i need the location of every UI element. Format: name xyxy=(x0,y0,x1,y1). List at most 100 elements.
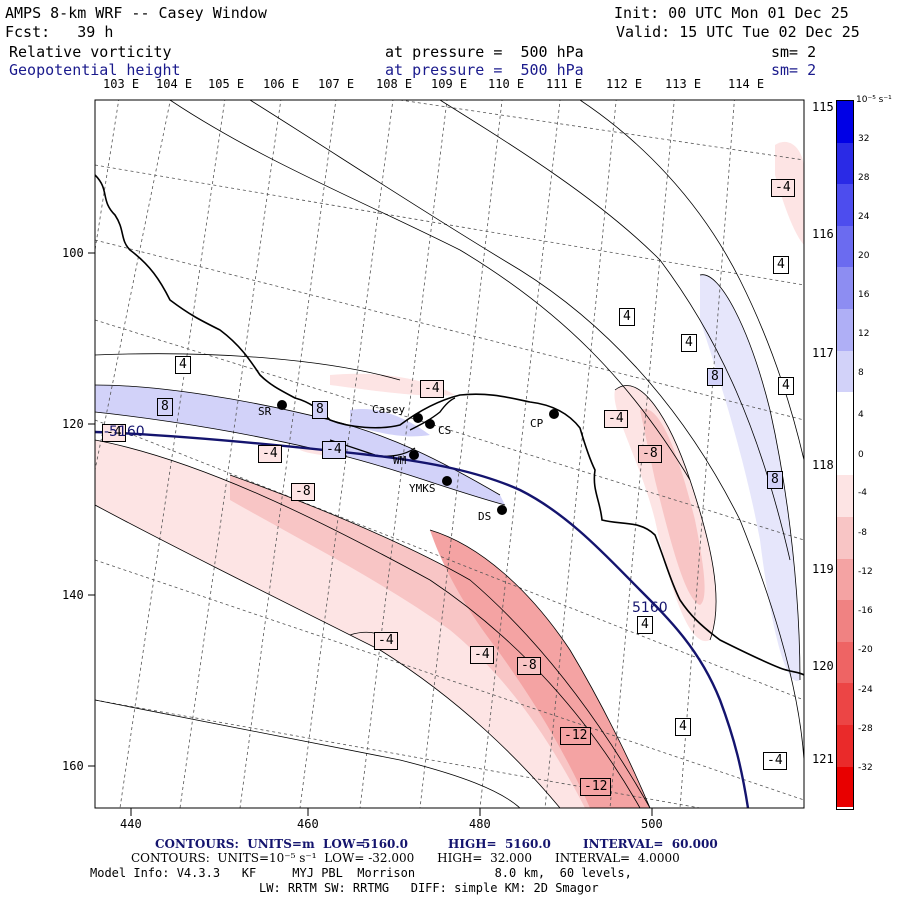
colorbar-label: 20 xyxy=(858,251,870,261)
contour-label: 4 xyxy=(619,308,635,327)
colorbar-label: 28 xyxy=(858,173,870,183)
x-tick-label: 480 xyxy=(469,817,491,831)
coastline xyxy=(95,174,804,676)
colorbar-label: 8 xyxy=(858,368,864,378)
colorbar-label: 24 xyxy=(858,212,870,222)
y-tick-label: 120 xyxy=(62,417,84,431)
contours-height-prefix: CONTOURS: UNITS=m LOW= xyxy=(155,837,366,851)
colorbar-label: 32 xyxy=(858,134,870,144)
lon-label-top: 113 E xyxy=(665,77,702,91)
station-label-cs: CS xyxy=(438,424,452,437)
colorbar-segment xyxy=(837,683,853,725)
lon-label-top: 107 E xyxy=(318,77,355,91)
contour-label: -12 xyxy=(580,778,612,797)
lon-label-top: 111 E xyxy=(546,77,583,91)
station-dot-cs xyxy=(425,419,435,429)
colorbar-units: 10⁻⁵ s⁻¹ xyxy=(856,95,892,105)
init-time: Init: 00 UTC Mon 01 Dec 25 xyxy=(614,4,849,22)
colorbar-label: 12 xyxy=(858,329,870,339)
colorbar-segment xyxy=(837,641,853,684)
station-label-cp: CP xyxy=(530,417,544,430)
colorbar-label: -16 xyxy=(858,606,873,616)
lon-label-top: 105 E xyxy=(208,77,245,91)
colorbar-segment xyxy=(837,308,853,351)
station-dot-ymks xyxy=(442,476,452,486)
colorbar-label: -24 xyxy=(858,685,873,695)
height-contour-5160 xyxy=(95,430,750,808)
station-dot-cp xyxy=(549,409,559,419)
colorbar-segment xyxy=(837,101,853,143)
colorbar-label: -28 xyxy=(858,724,873,734)
station-label-casey: Casey xyxy=(372,403,406,416)
model-info: Model Info: V4.3.3 KF MYJ PBL Morrison 8… xyxy=(90,866,632,880)
colorbar-label: -4 xyxy=(858,488,867,498)
contour-label: 4 xyxy=(778,377,794,396)
colorbar-label: -12 xyxy=(858,567,873,577)
lon-label-top: 103 E xyxy=(103,77,140,91)
station-dot-ds xyxy=(497,505,507,515)
contour-label: -4 xyxy=(771,179,795,198)
colorbar-segment xyxy=(837,558,853,601)
pos-vort-region-east xyxy=(700,274,800,681)
contour-label: 4 xyxy=(681,334,697,353)
height-contour-label: -5160 xyxy=(104,424,145,440)
contour-label: -8 xyxy=(291,483,315,502)
station-dot-casey xyxy=(413,413,423,423)
contour-label: -12 xyxy=(560,727,592,746)
field2-name: Geopotential height xyxy=(9,61,181,79)
contour-label: 4 xyxy=(773,256,789,275)
contour-label: -4 xyxy=(322,441,346,460)
lon-label-top: 114 E xyxy=(728,77,765,91)
colorbar-label: -32 xyxy=(858,763,873,773)
contours-height-high: HIGH= 5160.0 xyxy=(448,837,551,851)
colorbar xyxy=(836,100,854,810)
height-contour-label: 5160 xyxy=(632,600,668,616)
physics-info: LW: RRTM SW: RRTMG DIFF: simple KM: 2D S… xyxy=(259,881,599,895)
colorbar-segment xyxy=(837,766,853,807)
contour-label: 8 xyxy=(312,401,328,420)
x-tick-label: 440 xyxy=(120,817,142,831)
colorbar-segment xyxy=(837,475,853,517)
y-tick-label: 160 xyxy=(62,759,84,773)
contour-label: -4 xyxy=(258,445,282,464)
contour-label: 8 xyxy=(767,471,783,490)
field2-smoothing: sm= 2 xyxy=(771,61,817,79)
lon-label-top: 110 E xyxy=(488,77,525,91)
contour-label: -4 xyxy=(470,646,494,665)
lon-label-top: 104 E xyxy=(156,77,193,91)
contour-label: -4 xyxy=(763,752,787,771)
contour-label: -8 xyxy=(517,657,541,676)
x-tick-label: 460 xyxy=(297,817,319,831)
station-label-wm: WM xyxy=(393,454,407,467)
station-label-ds: DS xyxy=(478,510,492,523)
valid-time: Valid: 15 UTC Tue 02 Dec 25 xyxy=(616,23,860,41)
colorbar-segment xyxy=(837,184,853,226)
neg-vort-region-outer xyxy=(95,440,640,808)
colorbar-segment xyxy=(837,350,853,393)
pos-vort-region-coast xyxy=(95,385,505,505)
field1-name: Relative vorticity xyxy=(9,43,172,61)
contours-height-interval: INTERVAL= 60.000 xyxy=(583,837,718,851)
station-dot-sr xyxy=(277,400,287,410)
field1-level: at pressure = 500 hPa xyxy=(385,43,584,61)
colorbar-label: 0 xyxy=(858,450,864,460)
station-dot-wm xyxy=(409,450,419,460)
contours-vorticity: CONTOURS: UNITS=10⁻⁵ s⁻¹ LOW= -32.000 HI… xyxy=(131,851,680,865)
contours-height-low: 5160.0 xyxy=(362,837,408,851)
contour-label: 4 xyxy=(675,718,691,737)
y-tick-label: 140 xyxy=(62,588,84,602)
field2-level: at pressure = 500 hPa xyxy=(385,61,584,79)
lon-label-top: 106 E xyxy=(263,77,300,91)
model-title: AMPS 8-km WRF -- Casey Window xyxy=(5,4,267,22)
lon-label-top: 108 E xyxy=(376,77,413,91)
colorbar-segment xyxy=(837,142,853,185)
colorbar-segment xyxy=(837,724,853,767)
coastline-casey xyxy=(409,397,456,431)
station-label-ymks: YMKS xyxy=(409,482,436,495)
forecast-hour: Fcst: 39 h xyxy=(5,23,114,41)
y-tick-label: 100 xyxy=(62,246,84,260)
colorbar-label: -8 xyxy=(858,528,867,538)
neg-vort-region-mid xyxy=(230,475,650,808)
contour-label: 4 xyxy=(175,356,191,375)
colorbar-label: -20 xyxy=(858,645,873,655)
